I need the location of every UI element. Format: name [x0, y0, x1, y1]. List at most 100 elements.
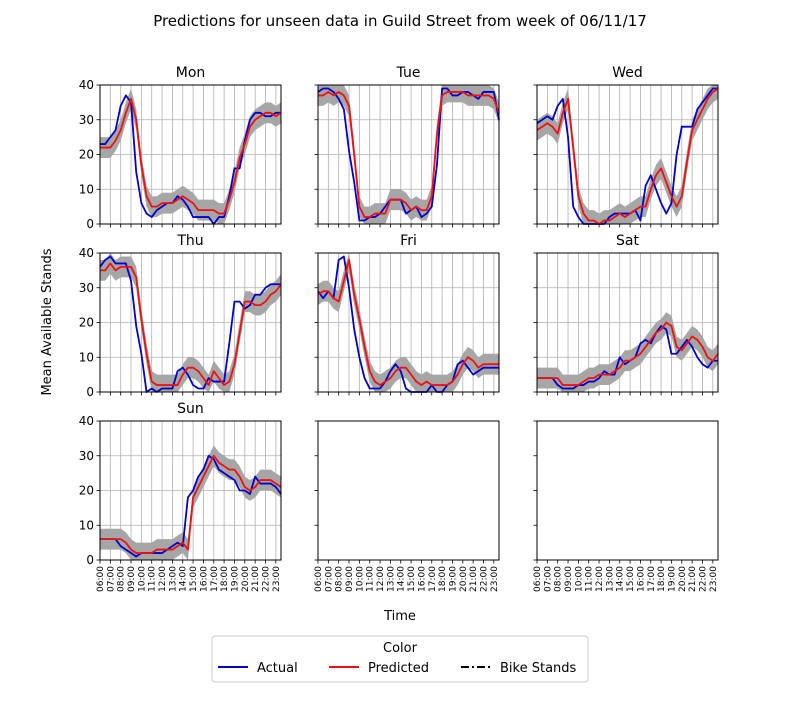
x-tick-label: 16:00 — [636, 566, 646, 592]
x-tick-label: 17:00 — [428, 566, 438, 592]
series-predicted-line — [317, 259, 499, 386]
panel-sun: 06:00 07:00 08:00 09:00 10:00 11:00 12:00 13:00… — [79, 401, 282, 592]
x-tick-label: 14:00 — [397, 566, 407, 592]
x-tick-label: 17:00 — [647, 566, 657, 592]
y-tick-label: 10 — [79, 182, 94, 196]
x-tick-label: 11:00 — [366, 566, 376, 592]
y-tick-label: 40 — [79, 414, 94, 428]
x-tick-label: 11:00 — [585, 566, 595, 592]
chart-title: Predictions for unseen data in Guild Str… — [153, 12, 647, 30]
series-predicted-line — [100, 262, 282, 386]
x-tick-label: 22:00 — [261, 566, 271, 592]
panel-fri: Fri — [314, 233, 500, 396]
x-tick-label: 07:00 — [543, 566, 553, 592]
x-tick-label: 16:00 — [199, 566, 209, 592]
y-tick-label: 0 — [86, 217, 94, 231]
x-tick-label: 14:00 — [179, 566, 189, 592]
legend: Color Actual Predicted Bike Stands — [211, 635, 589, 683]
x-tick-label: 10:00 — [137, 566, 147, 592]
x-tick-label: 13:00 — [605, 566, 615, 592]
x-tick-label: 20:00 — [241, 566, 251, 592]
x-tick-label: 22:00 — [479, 566, 489, 592]
x-tick-label: 15:00 — [407, 566, 417, 592]
x-tick-label: 10:00 — [574, 566, 584, 592]
legend-label-actual: Actual — [257, 661, 298, 676]
legend-title: Color — [383, 641, 418, 656]
x-tick-label: 13:00 — [168, 566, 178, 592]
x-tick-label: 17:00 — [210, 566, 220, 592]
panel-empty-8: 06:00 07:00 08:00 09:00 10:00 11:00 12:00 13:00… — [533, 420, 719, 592]
x-axis-label: Time — [383, 609, 416, 624]
legend-frame — [211, 635, 589, 683]
y-tick-label: 40 — [79, 78, 94, 92]
x-tick-label: 21:00 — [251, 566, 261, 592]
x-tick-label: 20:00 — [678, 566, 688, 592]
confidence-band — [100, 445, 281, 560]
panel-title: Sun — [177, 401, 204, 417]
series-actual-line — [536, 87, 718, 225]
chart-panels: 0 10 20 30 40 Mon Tue Wed 0 10 20 30 40 Thu Fri Sat 06:0… — [79, 65, 719, 592]
x-tick-label: 08:00 — [554, 566, 564, 592]
panel-wed: Wed — [533, 65, 719, 228]
x-tick-label: 14:00 — [616, 566, 626, 592]
x-tick-label: 08:00 — [117, 566, 127, 592]
x-tick-label: 11:00 — [148, 566, 158, 592]
x-tick-label: 19:00 — [667, 566, 677, 592]
series-predicted-line — [536, 87, 719, 225]
x-tick-label: 19:00 — [448, 566, 458, 592]
series-actual-line — [99, 255, 281, 393]
series-predicted-line — [537, 321, 719, 386]
series-predicted-line — [100, 98, 282, 215]
legend-label-predicted: Predicted — [368, 661, 429, 676]
series-predicted-line — [318, 91, 500, 218]
legend-label-bike-stands: Bike Stands — [500, 661, 577, 676]
x-tick-label: 23:00 — [709, 566, 719, 592]
panel-empty-7: 06:00 07:00 08:00 09:00 10:00 11:00 12:00 13:00… — [314, 420, 500, 592]
y-tick-label: 20 — [79, 484, 94, 498]
x-tick-label: 23:00 — [490, 566, 500, 592]
x-tick-label: 06:00 — [96, 566, 106, 592]
x-tick-label: 12:00 — [158, 566, 168, 592]
x-tick-label: 21:00 — [469, 566, 479, 592]
panel-title: Fri — [400, 233, 417, 249]
x-tick-label: 06:00 — [314, 566, 324, 592]
y-tick-label: 10 — [79, 518, 94, 532]
x-tick-label: 09:00 — [345, 566, 355, 592]
y-tick-label: 20 — [79, 148, 94, 162]
panel-sat: Sat — [533, 233, 719, 396]
x-tick-label: 22:00 — [698, 566, 708, 592]
series-actual-line — [317, 87, 500, 222]
confidence-band — [537, 312, 718, 392]
series-predicted-line — [100, 454, 282, 554]
panel-title: Mon — [176, 65, 206, 81]
panel-title: Wed — [612, 65, 643, 81]
x-tick-label: 12:00 — [376, 566, 386, 592]
y-tick-label: 30 — [79, 449, 94, 463]
x-tick-label: 18:00 — [220, 566, 230, 592]
y-tick-label: 40 — [79, 246, 94, 260]
panel-title: Sat — [616, 233, 639, 249]
x-tick-label: 09:00 — [127, 566, 137, 592]
x-tick-label: 23:00 — [272, 566, 282, 592]
series-actual-line — [317, 255, 499, 393]
x-tick-label: 15:00 — [189, 566, 199, 592]
panel-title: Tue — [396, 65, 421, 81]
y-tick-label: 0 — [86, 553, 94, 567]
y-tick-label: 10 — [79, 350, 94, 364]
y-tick-label: 30 — [79, 113, 94, 127]
panel-thu: 0 10 20 30 40 Thu — [79, 233, 282, 399]
y-axis-label: Mean Available Stands — [40, 248, 55, 395]
y-tick-label: 0 — [86, 385, 94, 399]
x-tick-label: 18:00 — [438, 566, 448, 592]
panel-frame — [317, 420, 500, 561]
panel-mon: 0 10 20 30 40 Mon — [79, 65, 282, 231]
x-tick-label: 16:00 — [417, 566, 427, 592]
y-tick-label: 20 — [79, 316, 94, 330]
y-tick-label: 30 — [79, 281, 94, 295]
panel-title: Thu — [176, 233, 203, 249]
x-tick-label: 18:00 — [657, 566, 667, 592]
x-tick-label: 15:00 — [626, 566, 636, 592]
x-tick-label: 07:00 — [106, 566, 116, 592]
x-tick-label: 19:00 — [230, 566, 240, 592]
